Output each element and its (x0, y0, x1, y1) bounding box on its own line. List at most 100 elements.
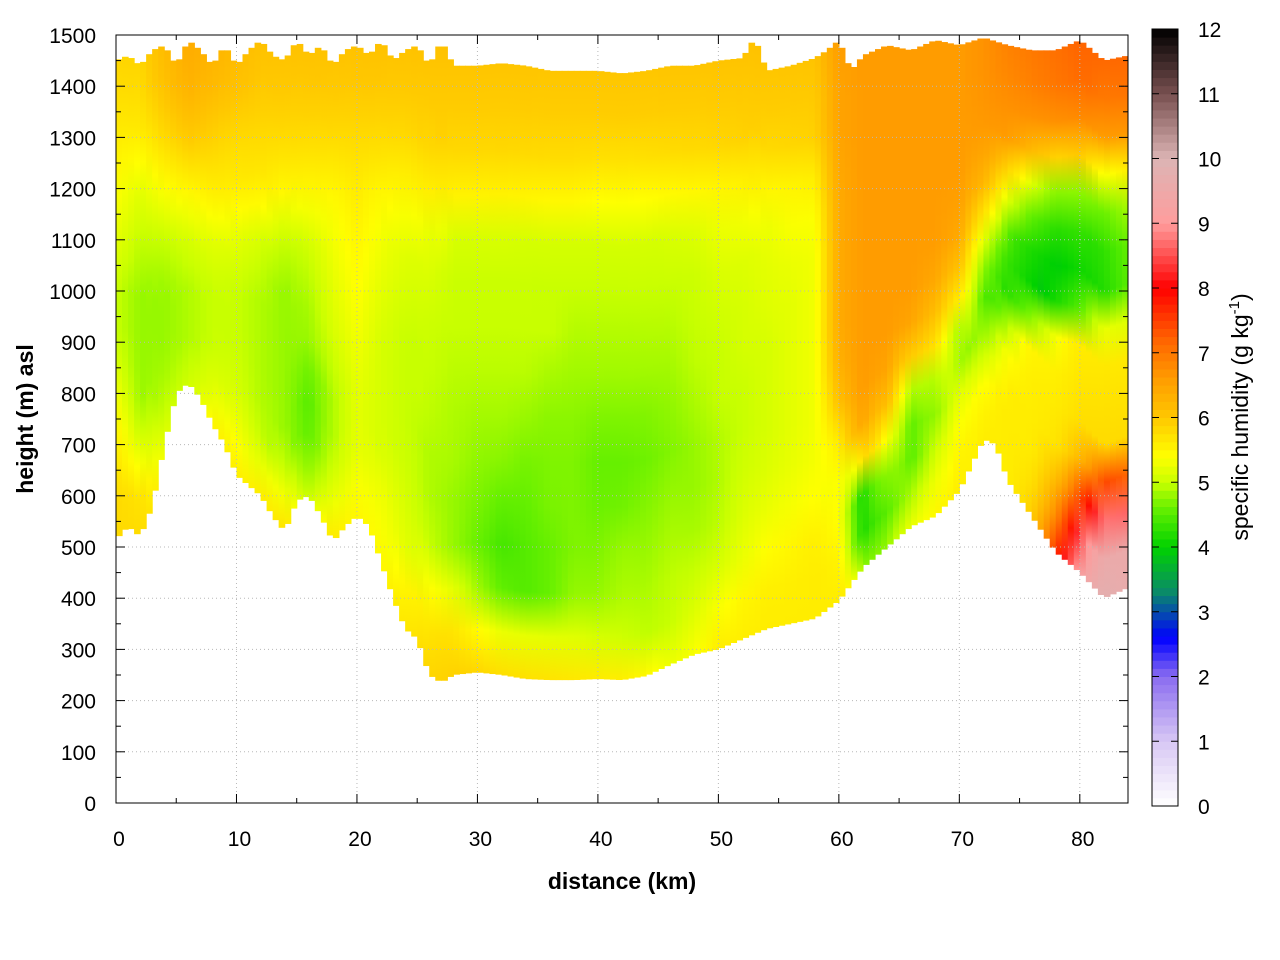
colorbar-band (1152, 69, 1178, 79)
colorbar-band (1152, 530, 1178, 540)
colorbar-band (1152, 636, 1178, 645)
colorbar-band (1152, 789, 1178, 799)
humidity-column (248, 47, 256, 489)
humidity-column (622, 73, 629, 680)
colorbar-tick-label: 2 (1198, 667, 1210, 690)
humidity-column (555, 70, 563, 681)
colorbar-band (1152, 781, 1178, 791)
y-tick-label: 900 (61, 332, 96, 355)
humidity-column (459, 65, 466, 675)
humidity-column (447, 59, 454, 677)
colorbar-band (1152, 733, 1178, 742)
y-tick-label: 500 (61, 537, 96, 560)
humidity-column (597, 71, 605, 680)
colorbar-band (1152, 360, 1178, 370)
colorbar-band (1152, 385, 1178, 394)
colorbar-band (1152, 474, 1178, 483)
colorbar-band (1152, 611, 1178, 621)
colorbar-band (1152, 247, 1178, 257)
humidity-column (688, 65, 695, 656)
humidity-column (585, 70, 593, 680)
humidity-column (748, 42, 756, 636)
x-tick-label: 0 (113, 828, 125, 851)
colorbar-band (1152, 344, 1178, 354)
colorbar-band (1152, 328, 1178, 338)
colorbar-band (1152, 126, 1178, 135)
humidity-column (670, 65, 677, 664)
colorbar-band (1152, 150, 1178, 159)
humidity-column (158, 46, 165, 460)
colorbar-tick-label: 4 (1198, 537, 1210, 560)
colorbar-band (1152, 215, 1178, 224)
humidity-column (1031, 50, 1039, 521)
humidity-column (646, 70, 653, 675)
humidity-column (122, 56, 129, 530)
humidity-column (1079, 42, 1087, 576)
humidity-column (875, 49, 882, 555)
humidity-column (441, 46, 448, 681)
colorbar-band (1152, 134, 1178, 143)
colorbar-band (1152, 441, 1178, 451)
x-axis-ticks: 0 10 20 30 40 50 60 70 80 (113, 35, 1094, 851)
humidity-column (778, 67, 786, 626)
y-tick-label: 700 (61, 435, 96, 458)
humidity-column (766, 70, 774, 629)
humidity-column (603, 71, 611, 680)
humidity-column (1115, 57, 1123, 592)
humidity-column (893, 47, 900, 540)
humidity-column (1055, 49, 1063, 555)
colorbar-band (1152, 304, 1178, 313)
y-tick-label: 400 (61, 588, 96, 611)
humidity-column (694, 65, 701, 654)
humidity-column (399, 52, 406, 622)
colorbar-band (1152, 158, 1178, 168)
humidity-column (911, 49, 918, 526)
colorbar-band (1152, 579, 1178, 588)
colorbar-band (1152, 555, 1178, 564)
x-tick-label: 60 (830, 828, 853, 851)
grid (116, 35, 1128, 803)
humidity-column (134, 63, 141, 535)
humidity-column (356, 47, 364, 519)
y-axis-title: height (m) asl (12, 344, 38, 494)
colorbar-tick-label: 11 (1198, 84, 1220, 107)
humidity-column (314, 47, 322, 512)
x-tick-label: 40 (589, 828, 612, 851)
colorbar-band (1152, 797, 1178, 807)
humidity-column (194, 47, 201, 395)
humidity-column (640, 71, 647, 677)
humidity-column (272, 56, 280, 521)
colorbar-band (1152, 684, 1178, 694)
colorbar-band (1152, 118, 1178, 127)
colorbar-band (1152, 352, 1178, 362)
humidity-column (405, 49, 412, 632)
humidity-column (218, 50, 226, 440)
humidity-column (814, 56, 822, 617)
colorbar-tick-label: 5 (1198, 472, 1210, 495)
humidity-column (242, 54, 250, 483)
humidity-column (742, 52, 750, 638)
humidity-column (513, 64, 521, 678)
x-axis-title: distance (km) (548, 868, 696, 894)
humidity-column (200, 54, 207, 405)
humidity-column (212, 60, 219, 430)
humidity-column (1061, 46, 1069, 560)
humidity-field (116, 38, 1128, 681)
humidity-column (224, 50, 232, 453)
colorbar-band (1152, 660, 1178, 669)
humidity-column (730, 59, 738, 643)
colorbar-band (1152, 563, 1178, 572)
colorbar-tick-label: 0 (1198, 796, 1210, 819)
colorbar-band (1152, 296, 1178, 305)
humidity-column (658, 67, 665, 669)
humidity-column (1037, 50, 1045, 530)
humidity-column (784, 66, 792, 625)
y-tick-label: 800 (61, 383, 96, 406)
humidity-column (146, 54, 153, 514)
colorbar-band (1152, 417, 1178, 427)
colorbar-band (1152, 239, 1178, 249)
colorbar-band (1152, 85, 1178, 95)
y-axis-ticks: 0 100 200 300 400 500 600 700 800 900 1000 1100 1200… (49, 25, 1128, 816)
humidity-column (188, 42, 195, 388)
